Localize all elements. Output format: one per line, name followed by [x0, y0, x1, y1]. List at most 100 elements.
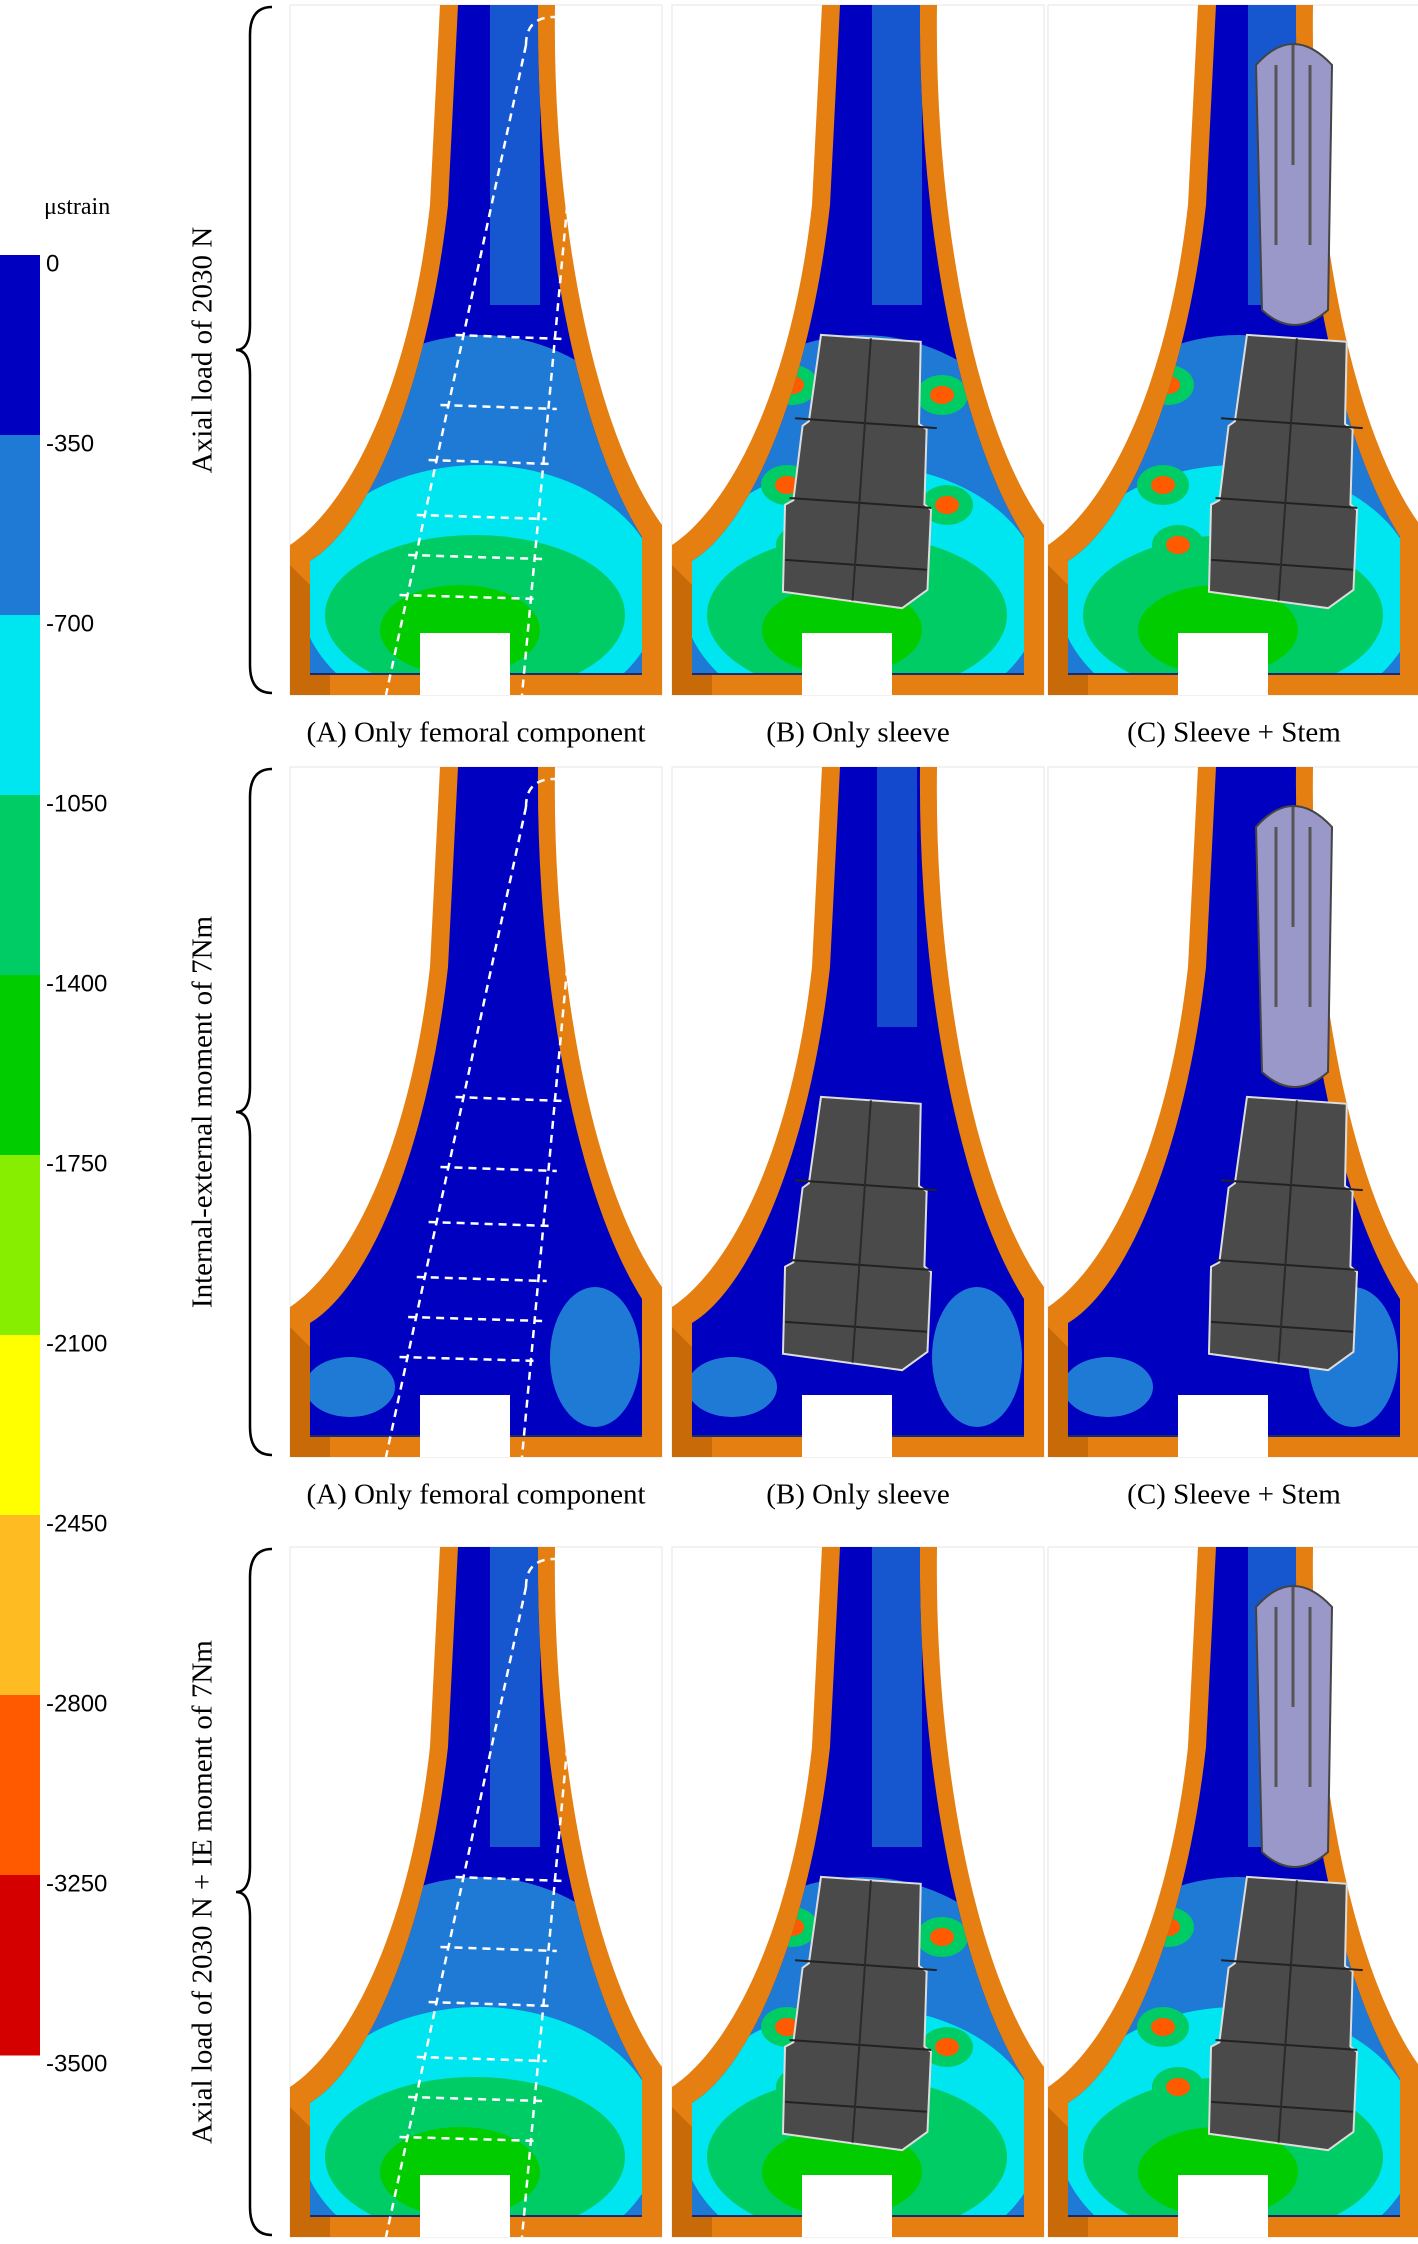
panel	[289, 766, 663, 1458]
strain-patch	[872, 1547, 922, 1847]
color-band	[0, 795, 40, 976]
color-band	[0, 975, 40, 1156]
legend-tick-label: -1400	[46, 970, 107, 997]
panel	[671, 4, 1045, 696]
notch	[420, 1395, 510, 1457]
sleeve	[781, 1875, 937, 2152]
hotspot	[1151, 476, 1175, 494]
implant-step	[416, 1275, 547, 1283]
row-label: Axial load of 2030 N + IE moment of 7Nm	[187, 1640, 219, 2144]
sleeve-step	[1221, 417, 1363, 430]
sleeve-body	[1207, 333, 1359, 610]
sleeve	[781, 333, 937, 610]
panel	[289, 1546, 663, 2238]
sleeve	[1207, 1875, 1363, 2152]
strain-patch	[490, 1547, 540, 1847]
color-band	[0, 1155, 40, 1336]
implant-step	[455, 1095, 564, 1103]
panel-caption: (B) Only sleeve	[766, 717, 950, 749]
implant-step	[455, 1875, 564, 1883]
color-band	[0, 1515, 40, 1696]
implant-step	[440, 1945, 557, 1953]
color-band	[0, 1875, 40, 2056]
notch	[1178, 2175, 1268, 2237]
strain-patch	[490, 5, 540, 305]
implant-step	[399, 593, 540, 601]
sleeve-body	[781, 333, 933, 610]
sleeve-step	[1221, 1959, 1363, 1972]
hotspot	[775, 476, 799, 494]
sleeve-body	[781, 1875, 933, 2152]
color-band	[0, 1695, 40, 1876]
color-band	[0, 255, 40, 436]
legend-tick-label: -700	[46, 610, 94, 637]
strain-patch	[932, 1287, 1022, 1427]
panel-caption: (A) Only femoral component	[306, 1479, 645, 1511]
sleeve-edge	[1277, 338, 1298, 601]
panel-caption: (C) Sleeve + Stem	[1127, 717, 1341, 749]
notch	[1178, 633, 1268, 695]
strain-patch	[872, 5, 922, 305]
row-label: Internal-external moment of 7Nm	[187, 915, 219, 1308]
legend-tick-label: -350	[46, 430, 94, 457]
panel-caption: (A) Only femoral component	[306, 717, 645, 749]
sleeve-edge	[851, 1100, 872, 1363]
implant-step	[455, 333, 564, 341]
notch	[802, 1395, 892, 1457]
legend-tick-label: -2450	[46, 1510, 107, 1537]
implant-step	[440, 1165, 557, 1173]
legend-tick-label: -3500	[46, 2050, 107, 2077]
strain-patch	[310, 1357, 395, 1417]
panel	[289, 4, 663, 696]
sleeve-edge	[1277, 1100, 1298, 1363]
sleeve-body	[1207, 1095, 1359, 1372]
implant-step	[408, 2095, 543, 2103]
legend-tick-label: -2100	[46, 1330, 107, 1357]
implant-step	[428, 458, 552, 466]
notch	[420, 633, 510, 695]
panel	[671, 766, 1045, 1458]
panel	[1047, 766, 1418, 1458]
strain-patch	[877, 767, 917, 1027]
notch	[802, 2175, 892, 2237]
implant-step	[428, 1220, 552, 1228]
hotspot	[930, 386, 954, 404]
panel-caption: (C) Sleeve + Stem	[1127, 1479, 1341, 1511]
legend-tick-label: 0	[46, 250, 59, 277]
hotspot	[1151, 2018, 1175, 2036]
row-brace	[235, 767, 273, 1457]
color-band	[0, 615, 40, 796]
sleeve-body	[1207, 1875, 1359, 2152]
implant-step	[428, 2000, 552, 2008]
legend-tick-label: -1050	[46, 790, 107, 817]
implant-step	[416, 513, 547, 521]
strain-patch	[692, 1357, 777, 1417]
hotspot	[935, 496, 959, 514]
row-label: Axial load of 2030 N	[187, 227, 219, 474]
implant-step	[440, 403, 557, 411]
sleeve-body	[781, 1095, 933, 1372]
implant-step	[408, 553, 543, 561]
sleeve	[781, 1095, 937, 1372]
legend-tick-label: -2800	[46, 1690, 107, 1717]
strain-patch	[1068, 1357, 1153, 1417]
sleeve-edge	[851, 1880, 872, 2143]
panel	[1047, 4, 1418, 696]
color-band	[0, 435, 40, 616]
sleeve-edge	[851, 338, 872, 601]
hotspot	[930, 1928, 954, 1946]
notch	[420, 2175, 510, 2237]
legend-title: μstrain	[44, 194, 110, 220]
implant-step	[399, 2135, 540, 2143]
hotspot	[775, 2018, 799, 2036]
implant-outline	[384, 15, 584, 696]
implant-step	[399, 1355, 540, 1363]
hotspot	[935, 2038, 959, 2056]
sleeve	[1207, 1095, 1363, 1372]
legend-tick-label: -1750	[46, 1150, 107, 1177]
hotspot	[1166, 536, 1190, 554]
sleeve-step	[1211, 1320, 1353, 1333]
legend-tick-label: -3250	[46, 1870, 107, 1897]
sleeve-step	[1211, 2100, 1353, 2113]
